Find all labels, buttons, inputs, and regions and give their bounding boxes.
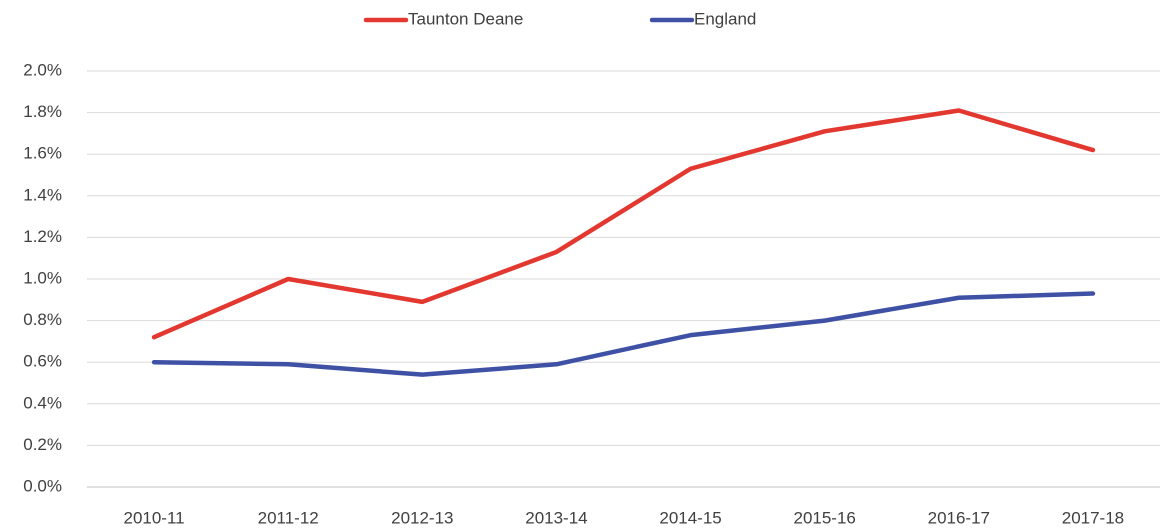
legend-label: Taunton Deane: [408, 9, 523, 28]
x-tick-label: 2010-11: [123, 508, 184, 527]
y-tick-label: 0.8%: [23, 310, 62, 329]
x-tick-label: 2016-17: [928, 508, 990, 527]
x-tick-label: 2013-14: [525, 508, 587, 527]
x-tick-label: 2012-13: [391, 508, 453, 527]
y-tick-label: 0.6%: [23, 352, 62, 371]
y-tick-label: 1.0%: [23, 268, 62, 287]
y-tick-label: 1.2%: [23, 227, 62, 246]
legend-label: England: [694, 9, 756, 28]
series-line: [151, 108, 1096, 340]
y-tick-label: 0.4%: [23, 393, 62, 412]
x-tick-label: 2014-15: [659, 508, 721, 527]
y-tick-label: 1.4%: [23, 185, 62, 204]
y-tick-label: 0.0%: [23, 476, 62, 495]
y-tick-label: 1.6%: [23, 144, 62, 163]
y-tick-label: 1.8%: [23, 102, 62, 121]
y-tick-label: 0.2%: [23, 435, 62, 454]
x-tick-label: 2015-16: [793, 508, 855, 527]
y-tick-label: 2.0%: [23, 60, 62, 79]
x-tick-label: 2017-18: [1062, 508, 1124, 527]
x-tick-label: 2011-12: [258, 508, 319, 527]
series-line: [151, 291, 1096, 377]
